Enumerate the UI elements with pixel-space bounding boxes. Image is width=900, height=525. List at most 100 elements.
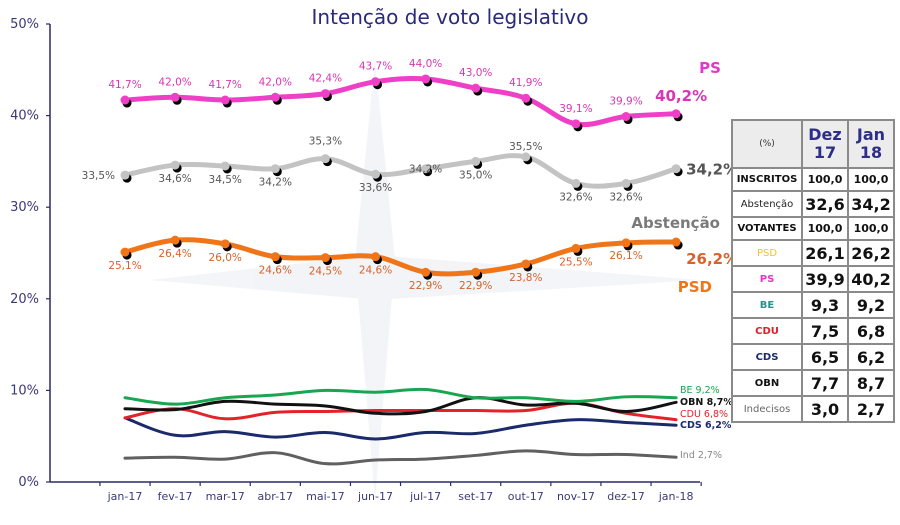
y-tick-label: 0% xyxy=(18,475,39,490)
table-cell: 6,8 xyxy=(847,317,895,345)
data-label: 32,6% xyxy=(609,191,642,203)
data-label: 22,9% xyxy=(409,280,442,292)
data-point xyxy=(220,95,230,105)
x-tick-label: fev-17 xyxy=(158,490,193,503)
data-label: 33,6% xyxy=(359,182,392,194)
chart-title: Intenção de voto legislativo xyxy=(312,5,589,29)
table-cell: 6,2 xyxy=(847,343,895,371)
table-cell: 100,0 xyxy=(801,216,849,241)
table-row: Abstenção 32,6 34,2 xyxy=(731,190,895,218)
data-label: 35,0% xyxy=(459,169,492,181)
table-row: OBN 7,7 8,7 xyxy=(731,369,895,397)
data-label: 34,6% xyxy=(158,173,191,185)
table-row: Indecisos 3,0 2,7 xyxy=(731,395,895,423)
series-group xyxy=(120,74,683,466)
data-label: 23,8% xyxy=(509,272,542,284)
data-label: 42,4% xyxy=(309,73,342,85)
data-label: 42,0% xyxy=(259,76,292,88)
data-label: 35,3% xyxy=(309,136,342,148)
end-label-cds: CDS 6,2% xyxy=(680,420,732,431)
y-tick-label: 40% xyxy=(10,109,39,124)
table-row-label: INSCRITOS xyxy=(731,167,803,192)
table-row-label: PS xyxy=(731,265,803,293)
table-cell: 34,2 xyxy=(847,190,895,218)
data-label: 24,6% xyxy=(259,265,292,277)
data-point xyxy=(120,95,130,105)
y-tick-label: 20% xyxy=(10,292,39,307)
table-row-label: PSD xyxy=(731,239,803,267)
data-label: 26,4% xyxy=(158,248,191,260)
data-point xyxy=(621,178,631,188)
data-point xyxy=(270,252,280,262)
data-point xyxy=(320,154,330,164)
series-line-cds xyxy=(123,416,678,441)
data-label: 34,2% xyxy=(409,164,442,176)
table-header-row: (%) Dez 17 Jan 18 xyxy=(731,119,895,169)
table-cell: 9,3 xyxy=(801,291,849,319)
data-point xyxy=(621,112,631,122)
table-cell: 26,2 xyxy=(847,239,895,267)
data-point xyxy=(521,93,531,103)
data-point xyxy=(521,259,531,269)
data-point xyxy=(170,92,180,102)
x-tick-label: jan-18 xyxy=(658,490,694,503)
party-label-psd: PSD xyxy=(678,278,712,296)
x-tick-label: mar-17 xyxy=(206,490,245,503)
table-cell: 9,2 xyxy=(847,291,895,319)
data-label: 26,1% xyxy=(609,250,642,262)
data-label: 34,2% xyxy=(259,177,292,189)
results-table: (%) Dez 17 Jan 18 INSCRITOS 100,0 100,0 Abstençã… xyxy=(731,119,895,423)
table-cell: 6,5 xyxy=(801,343,849,371)
data-point xyxy=(621,238,631,248)
data-point xyxy=(671,164,681,174)
data-point xyxy=(371,169,380,179)
table-row-label: CDU xyxy=(731,317,803,345)
party-label-ps: PS xyxy=(699,59,721,77)
data-label: 42,0% xyxy=(158,76,191,88)
data-point xyxy=(170,160,180,170)
data-label: 25,1% xyxy=(108,260,141,272)
x-tick-label: jul-17 xyxy=(409,490,441,503)
party-label-abstencao: Abstenção xyxy=(631,214,720,232)
data-point xyxy=(471,156,481,166)
data-label: 26,0% xyxy=(209,252,242,264)
data-point xyxy=(471,267,481,277)
data-label: 41,7% xyxy=(209,79,242,91)
table-column-header: Jan 18 xyxy=(847,119,895,169)
data-label: 43,0% xyxy=(459,67,492,79)
data-point xyxy=(170,235,180,245)
data-label: 26,2% xyxy=(686,250,738,268)
data-label: 39,1% xyxy=(559,103,592,115)
end-label-be: BE 9,2% xyxy=(680,385,720,396)
table-row-label: Indecisos xyxy=(731,395,803,423)
data-point xyxy=(220,161,230,171)
table-cell: 100,0 xyxy=(847,167,895,192)
data-point xyxy=(421,74,431,84)
table-row: INSCRITOS 100,0 100,0 xyxy=(731,167,895,192)
data-label: 39,9% xyxy=(609,96,642,108)
x-tick-label: out-17 xyxy=(508,490,544,503)
table-corner: (%) xyxy=(731,119,803,169)
data-point xyxy=(421,267,431,277)
data-point xyxy=(471,83,481,93)
table-row: BE 9,3 9,2 xyxy=(731,291,895,319)
data-label: 43,7% xyxy=(359,61,392,73)
y-tick-label: 10% xyxy=(10,383,39,398)
data-point xyxy=(270,164,280,174)
data-point xyxy=(371,77,380,87)
series-line-be xyxy=(123,387,678,406)
table-cell: 8,7 xyxy=(847,369,895,397)
table-column-header: Dez 17 xyxy=(801,119,849,169)
data-point xyxy=(571,119,581,129)
series-line-ind xyxy=(123,449,678,466)
data-label: 40,2% xyxy=(655,87,707,105)
table-row-label: CDS xyxy=(731,343,803,371)
x-tick-label: set-17 xyxy=(458,490,493,503)
data-point xyxy=(371,252,380,262)
table-row: VOTANTES 100,0 100,0 xyxy=(731,216,895,241)
table-row-label: OBN xyxy=(731,369,803,397)
data-point xyxy=(521,152,531,162)
x-tick-label: abr-17 xyxy=(258,490,294,503)
table-row: PS 39,9 40,2 xyxy=(731,265,895,293)
data-point xyxy=(320,89,330,99)
